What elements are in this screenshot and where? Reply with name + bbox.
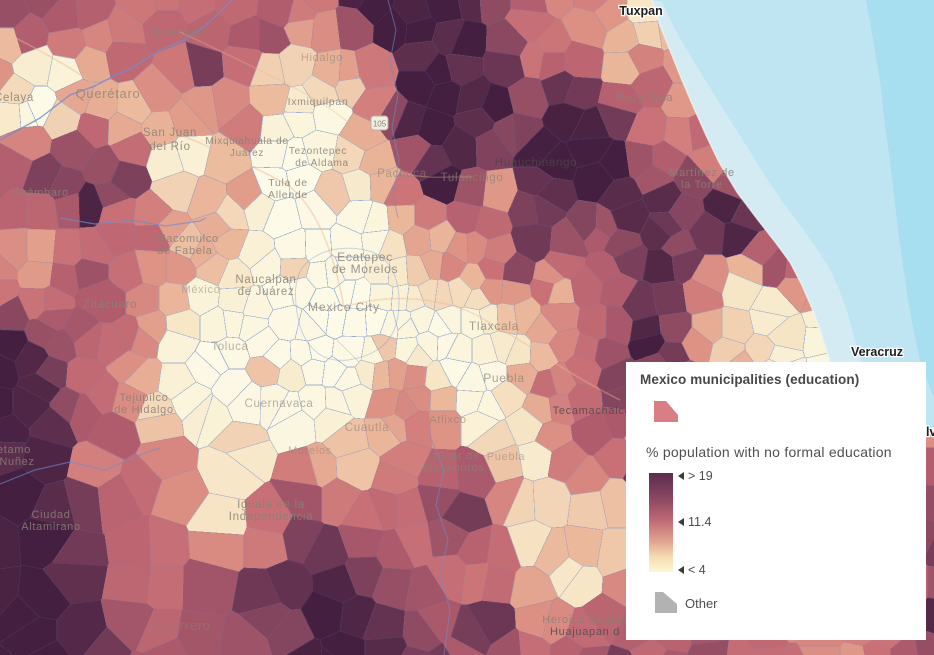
svg-text:Independencia: Independencia xyxy=(229,511,314,523)
svg-text:Querétaro: Querétaro xyxy=(76,86,141,101)
svg-text:de Morelos: de Morelos xyxy=(332,262,398,276)
svg-text:Mexico City: Mexico City xyxy=(308,300,380,314)
svg-text:Zitácuaro: Zitácuaro xyxy=(83,299,137,311)
svg-text:Celaya: Celaya xyxy=(0,92,34,104)
svg-text:Tecamachalco: Tecamachalco xyxy=(553,405,632,417)
svg-text:Tulancingo: Tulancingo xyxy=(441,172,504,184)
svg-text:Pachuca: Pachuca xyxy=(377,168,427,180)
svg-text:lva: lva xyxy=(926,425,934,439)
svg-text:Toluca: Toluca xyxy=(211,341,248,353)
svg-text:Tejupilco: Tejupilco xyxy=(119,392,168,404)
svg-text:del Río: del Río xyxy=(149,141,190,153)
svg-text:Puebla: Puebla xyxy=(483,371,525,385)
svg-text:de Juárez: de Juárez xyxy=(238,286,295,298)
svg-text:México: México xyxy=(181,284,220,296)
svg-text:Poza Rica: Poza Rica xyxy=(617,92,674,104)
svg-text:Morelos: Morelos xyxy=(288,445,332,457)
svg-text:Veracruz: Veracruz xyxy=(851,345,903,359)
svg-text:Nuñez: Nuñez xyxy=(0,456,35,468)
svg-text:Iguala de la: Iguala de la xyxy=(237,499,305,511)
svg-text:de Fabela: de Fabela xyxy=(157,245,212,257)
svg-text:Tula de: Tula de xyxy=(268,177,308,189)
svg-text:Martínez de: Martínez de xyxy=(669,167,735,179)
svg-text:Atlacomulco: Atlacomulco xyxy=(151,233,219,245)
svg-text:Tezontepec: Tezontepec xyxy=(289,146,347,157)
svg-text:Mixquiahuala de: Mixquiahuala de xyxy=(205,136,288,147)
svg-text:Huajuapan d: Huajuapan d xyxy=(550,626,620,638)
svg-text:Atlixco: Atlixco xyxy=(429,414,466,426)
svg-text:Puebla: Puebla xyxy=(487,451,526,463)
svg-text:Hidalgo: Hidalgo xyxy=(301,52,343,64)
svg-text:Altamirano: Altamirano xyxy=(21,521,81,533)
svg-text:Acámbaro: Acámbaro xyxy=(13,187,69,199)
svg-text:Guerrero: Guerrero xyxy=(153,618,211,633)
svg-text:San Juan: San Juan xyxy=(143,127,197,139)
svg-text:Allende: Allende xyxy=(268,189,308,201)
svg-text:Querétaro: Querétaro xyxy=(151,26,205,38)
svg-text:etamo: etamo xyxy=(0,444,31,456)
svg-text:Izúcar de: Izúcar de xyxy=(428,450,480,462)
svg-text:de Aldama: de Aldama xyxy=(295,158,349,169)
svg-text:105: 105 xyxy=(373,120,387,129)
svg-text:Matamoros: Matamoros xyxy=(423,462,484,474)
svg-text:Juárez: Juárez xyxy=(230,148,264,159)
svg-text:Tlaxcala: Tlaxcala xyxy=(469,319,519,333)
svg-text:la Torre: la Torre xyxy=(681,179,723,191)
svg-text:Heroica Ciudad: Heroica Ciudad xyxy=(542,614,628,626)
svg-text:Cuautla: Cuautla xyxy=(345,422,390,434)
svg-text:Tuxpan: Tuxpan xyxy=(619,4,663,18)
svg-text:Naucalpan: Naucalpan xyxy=(235,274,296,286)
svg-text:Huauchinango: Huauchinango xyxy=(495,157,578,169)
svg-text:Ixmiquilpan: Ixmiquilpan xyxy=(288,96,349,108)
svg-text:de Hidalgo: de Hidalgo xyxy=(114,404,174,416)
svg-text:Cuernavaca: Cuernavaca xyxy=(244,398,313,410)
svg-text:Ciudad: Ciudad xyxy=(31,509,70,521)
svg-text:Ecatepec: Ecatepec xyxy=(337,250,393,264)
